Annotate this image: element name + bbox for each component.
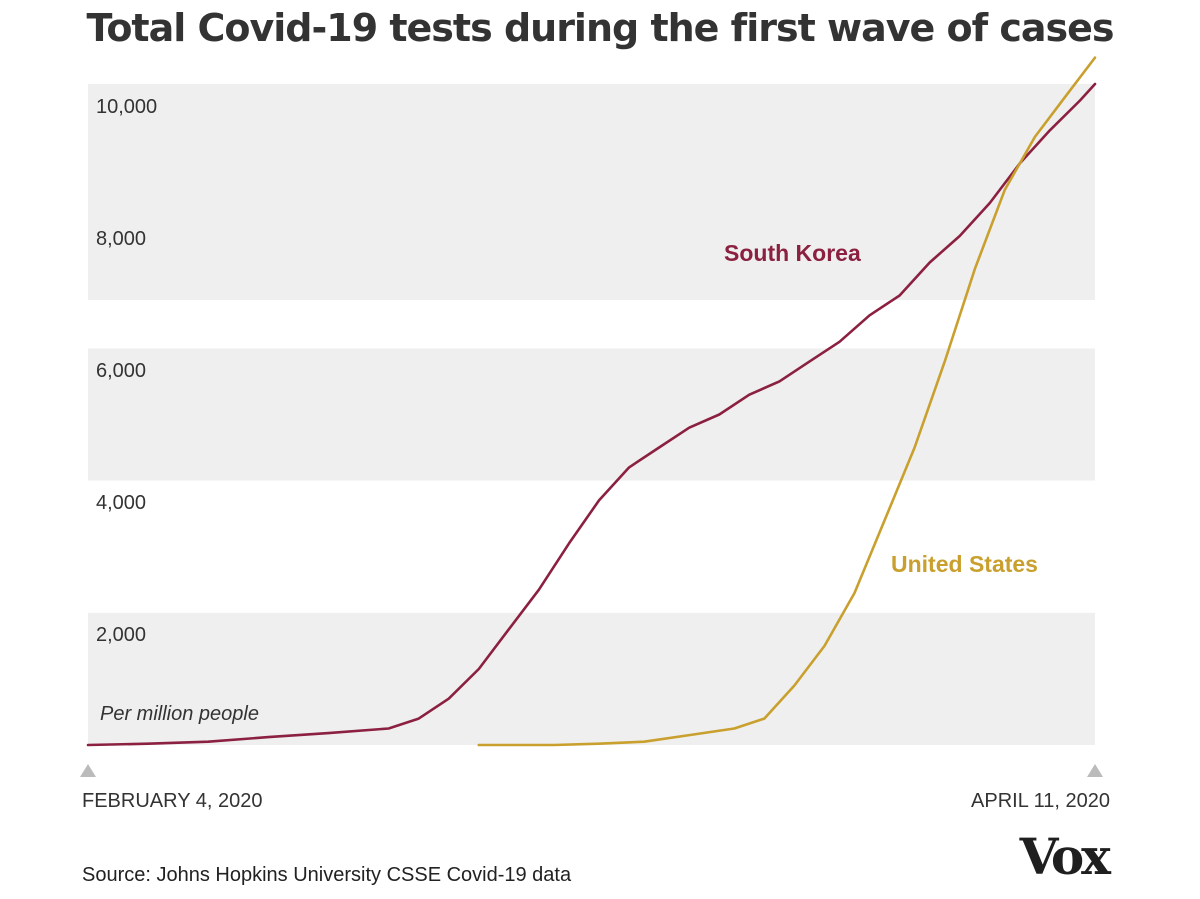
vox-logo: Vox [1019, 827, 1111, 886]
y-tick-label: 4,000 [96, 492, 146, 514]
grid-band [88, 612, 1095, 745]
united-states-label: United States [891, 551, 1038, 577]
x-start-label: FEBRUARY 4, 2020 [82, 790, 263, 812]
end-marker [1087, 764, 1103, 777]
grid-band [88, 84, 1095, 300]
y-tick-label: 8,000 [96, 228, 146, 250]
grid-band [88, 348, 1095, 481]
start-marker [80, 764, 96, 777]
grid-bands [88, 84, 1095, 745]
united-states-line [477, 56, 1097, 747]
y-unit-label: Per million people [100, 703, 259, 725]
y-tick-label: 6,000 [96, 360, 146, 382]
series-lines [86, 56, 1097, 747]
x-end-label: APRIL 11, 2020 [971, 790, 1110, 812]
source-note: Source: Johns Hopkins University CSSE Co… [82, 864, 572, 886]
y-tick-label: 10,000 [96, 96, 157, 118]
series-labels: South Korea United States [724, 240, 1038, 577]
chart-title: Total Covid-19 tests during the first wa… [86, 6, 1114, 50]
south-korea-line [86, 82, 1097, 747]
south-korea-label: South Korea [724, 240, 861, 266]
y-axis-ticks: 2,000 4,000 6,000 8,000 10,000 [96, 96, 157, 646]
y-tick-label: 2,000 [96, 624, 146, 646]
